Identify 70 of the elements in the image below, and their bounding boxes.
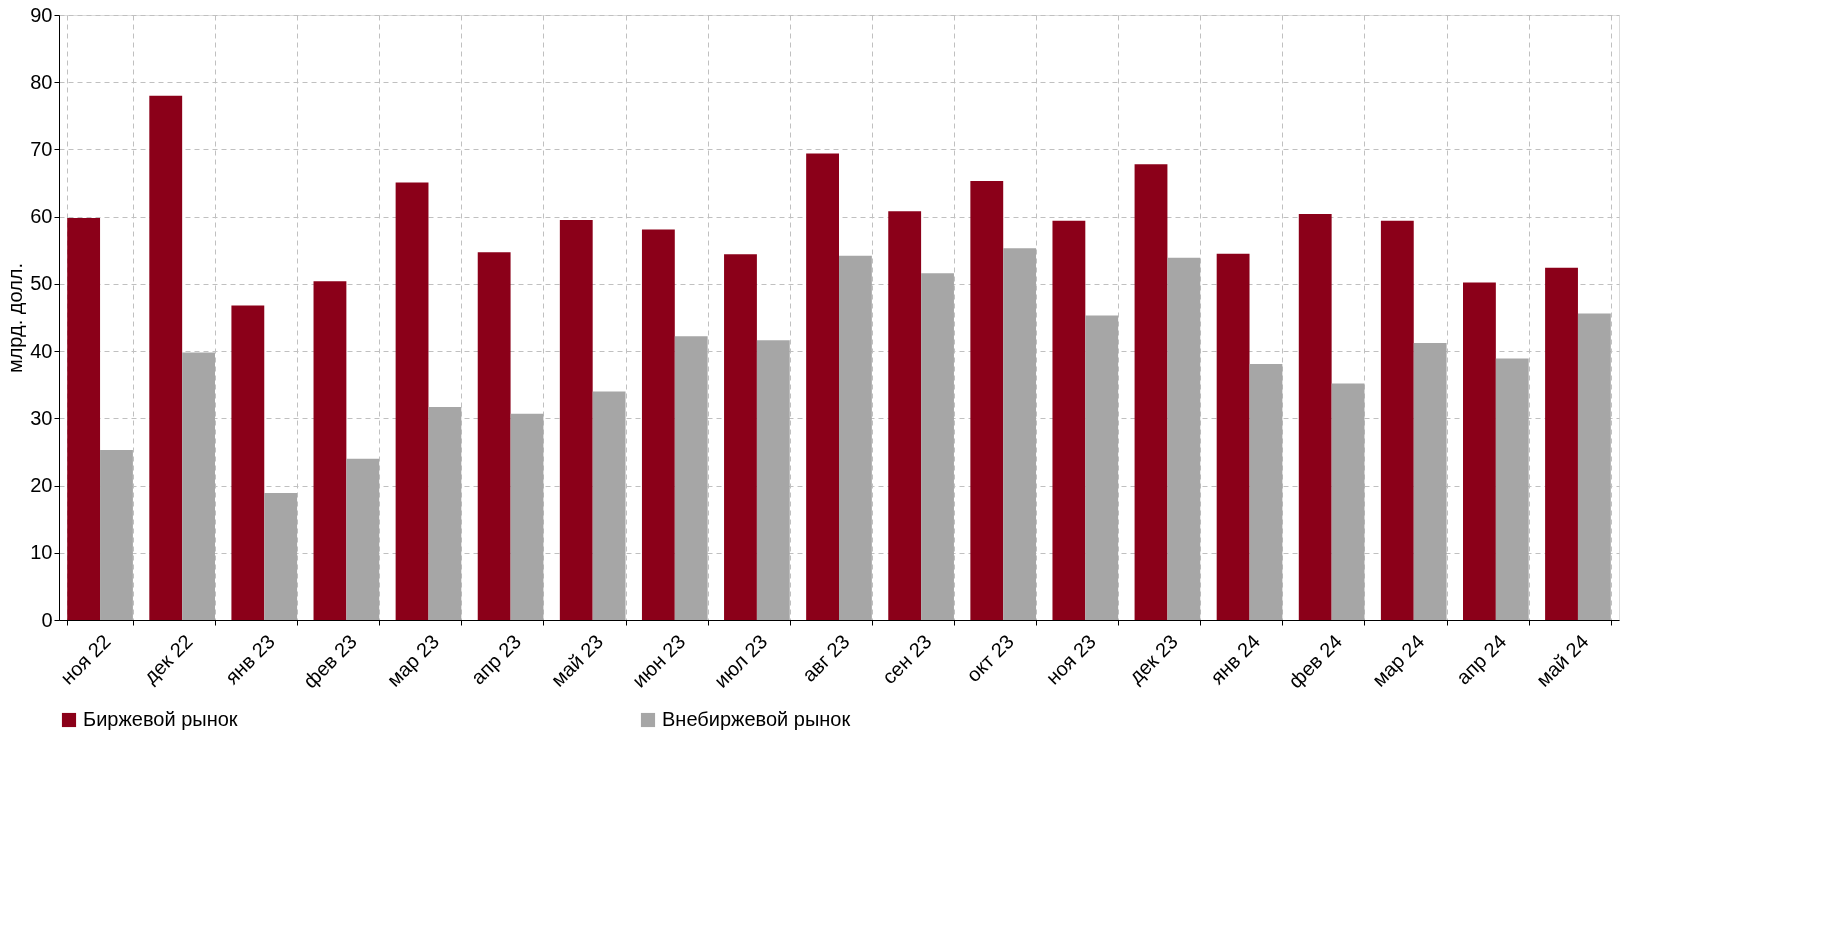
x-tick-label: ноя 23	[1041, 630, 1100, 689]
bar	[1249, 363, 1283, 620]
bar	[1216, 253, 1250, 620]
bar	[724, 254, 757, 620]
bar	[1380, 220, 1414, 620]
bar	[1085, 315, 1119, 620]
bar	[1134, 164, 1168, 620]
bar	[888, 211, 922, 620]
bar	[346, 458, 380, 620]
legend-label: Биржевой рынок	[83, 708, 238, 730]
bar	[1413, 343, 1447, 620]
x-tick-label: авг 23	[797, 630, 854, 686]
bar	[231, 305, 265, 620]
x-tick-label: янв 24	[1205, 630, 1265, 689]
bar	[1545, 267, 1578, 620]
bar	[674, 336, 708, 620]
y-axis-title: млрд. долл.	[4, 262, 27, 374]
bar	[592, 391, 626, 620]
bar	[149, 95, 183, 620]
y-tick-label: 50	[30, 272, 53, 295]
bar	[1167, 257, 1201, 620]
bar	[477, 252, 511, 620]
legend-label: Внебиржевой рынок	[662, 708, 851, 730]
y-tick-label: 70	[30, 137, 53, 160]
bar	[1463, 282, 1496, 620]
y-tick-label: 80	[30, 70, 53, 93]
y-tick-label: 30	[30, 406, 53, 429]
bar	[100, 449, 133, 620]
x-tick-label: июл 23	[709, 630, 772, 692]
x-tick-label: янв 23	[220, 630, 279, 689]
x-tick-label: дек 23	[1124, 630, 1183, 688]
bar	[806, 153, 839, 620]
bar	[395, 182, 429, 620]
x-tick-label: окт 23	[961, 630, 1018, 686]
x-tick-label: сен 23	[877, 630, 936, 689]
bar	[559, 220, 593, 620]
bar	[1052, 220, 1086, 620]
x-tick-label: июн 23	[627, 630, 690, 692]
bar	[1495, 358, 1529, 620]
bar	[839, 255, 872, 620]
bar	[510, 413, 544, 620]
y-tick-label: 40	[30, 339, 53, 362]
y-tick-label: 20	[30, 474, 53, 497]
x-tick-label: ноя 22	[56, 630, 115, 689]
y-tick-label: 90	[30, 3, 53, 26]
x-tick-label: фев 23	[298, 630, 362, 693]
bar	[1298, 213, 1332, 620]
bar	[1003, 248, 1037, 620]
bar	[970, 181, 1004, 620]
x-tick-label: мар 23	[382, 630, 444, 691]
bar	[1331, 383, 1365, 620]
x-tick-label: май 23	[546, 630, 608, 691]
x-tick-label: апр 23	[466, 630, 526, 689]
bar	[264, 492, 298, 620]
bar	[182, 352, 215, 620]
bar	[756, 340, 790, 620]
x-tick-label: апр 24	[1451, 630, 1511, 689]
y-tick-label: 0	[41, 608, 53, 631]
bar	[428, 406, 462, 620]
x-tick-label: май 24	[1531, 630, 1593, 691]
bar	[921, 273, 954, 620]
x-tick-label: мар 24	[1367, 630, 1429, 691]
x-tick-label: дек 22	[139, 630, 197, 688]
bar	[1577, 313, 1611, 620]
y-tick-label: 10	[30, 541, 53, 564]
bar	[641, 229, 675, 620]
x-tick-label: фев 24	[1284, 630, 1347, 693]
bar	[67, 218, 101, 620]
bar	[313, 281, 347, 620]
y-tick-label: 60	[30, 205, 53, 228]
